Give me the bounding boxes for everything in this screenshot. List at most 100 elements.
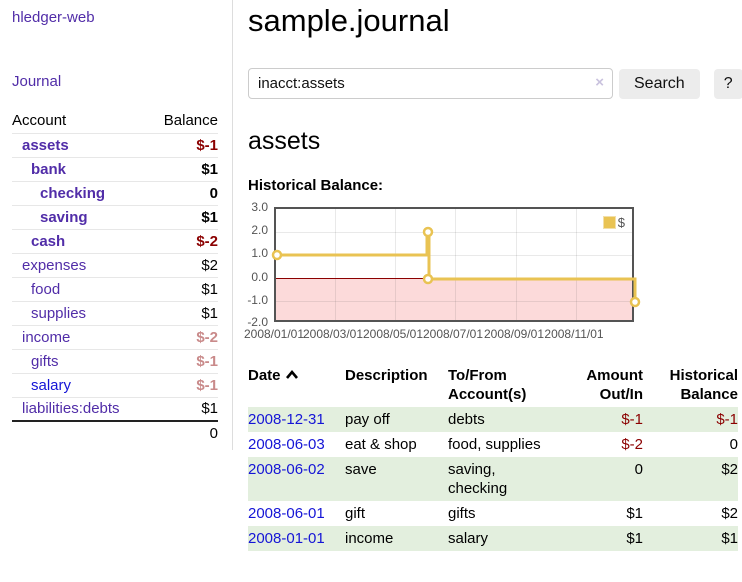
y-tick: 1.0 bbox=[251, 246, 268, 260]
txn-accounts: saving, checking bbox=[448, 461, 508, 497]
sidebar-item-expenses[interactable]: expenses bbox=[22, 256, 87, 274]
x-tick: 2008/05/01 bbox=[362, 327, 424, 341]
search-box: × bbox=[248, 68, 613, 99]
txn-amount: $-1 bbox=[621, 411, 643, 428]
table-row: 2008-06-02 save saving, checking 0 $2 bbox=[248, 457, 738, 501]
search-input[interactable] bbox=[248, 68, 613, 99]
accounts-total-row: 0 bbox=[12, 421, 218, 445]
gridline bbox=[516, 209, 517, 320]
table-row: income $-2 bbox=[12, 325, 218, 349]
gridline bbox=[395, 209, 396, 320]
sidebar-item-gifts[interactable]: gifts bbox=[31, 352, 59, 370]
x-tick: 2008/11/01 bbox=[544, 327, 604, 341]
sidebar-item-salary[interactable]: salary bbox=[31, 376, 72, 394]
txn-accounts: salary bbox=[448, 530, 489, 547]
x-tick: 2008/01/01 bbox=[243, 327, 305, 341]
data-point bbox=[422, 226, 434, 238]
account-balance: $1 bbox=[201, 280, 218, 298]
txn-description: gift bbox=[345, 505, 366, 522]
data-point bbox=[271, 249, 283, 261]
sidebar-item-liabilities-debts[interactable]: liabilities:debts bbox=[22, 400, 120, 418]
txn-balance: $2 bbox=[721, 461, 738, 478]
clear-search-icon[interactable]: × bbox=[595, 74, 604, 91]
txn-amount: $1 bbox=[626, 530, 643, 547]
sort-asc-icon bbox=[285, 367, 299, 386]
y-tick: -2.0 bbox=[247, 315, 268, 329]
table-row: bank $1 bbox=[12, 157, 218, 181]
x-tick: 2008/09/01 bbox=[483, 327, 545, 341]
search-bar: × Search ? bbox=[248, 68, 742, 99]
txn-header-accounts: To/From Account(s) bbox=[448, 367, 527, 403]
account-balance: $1 bbox=[201, 160, 218, 178]
gridline bbox=[455, 209, 456, 320]
txn-header-description: Description bbox=[345, 367, 428, 384]
txn-date-link[interactable]: 2008-06-02 bbox=[248, 461, 325, 478]
txn-date-link[interactable]: 2008-01-01 bbox=[248, 530, 325, 547]
data-point bbox=[422, 273, 434, 285]
account-balance: $-1 bbox=[196, 136, 218, 154]
plot-area: $ bbox=[271, 207, 641, 322]
account-balance: $-2 bbox=[196, 328, 218, 346]
table-row: 2008-06-01 gift gifts $1 $2 bbox=[248, 501, 738, 526]
x-tick: 2008/03/01 bbox=[302, 327, 364, 341]
y-tick: 0.0 bbox=[251, 270, 268, 284]
txn-date-link[interactable]: 2008-06-03 bbox=[248, 436, 325, 453]
account-balance: 0 bbox=[209, 184, 218, 202]
table-row: assets $-1 bbox=[12, 133, 218, 157]
accounts-table: Account Balance assets $-1 bank $1 check… bbox=[12, 109, 218, 445]
txn-date-link[interactable]: 2008-12-31 bbox=[248, 411, 325, 428]
table-row: expenses $2 bbox=[12, 253, 218, 277]
sidebar-item-bank[interactable]: bank bbox=[31, 160, 67, 178]
gridline bbox=[576, 209, 577, 320]
account-balance: $2 bbox=[201, 256, 218, 274]
app-title-link[interactable]: hledger-web bbox=[12, 9, 95, 26]
txn-balance: 0 bbox=[729, 436, 738, 453]
sidebar-item-supplies[interactable]: supplies bbox=[31, 304, 87, 322]
txn-header-date[interactable]: Date bbox=[248, 362, 345, 407]
txn-date-link[interactable]: 2008-06-01 bbox=[248, 505, 325, 522]
account-heading: assets bbox=[248, 127, 321, 155]
y-tick: 3.0 bbox=[251, 200, 268, 214]
account-balance: $-1 bbox=[196, 352, 218, 370]
accounts-total: 0 bbox=[209, 425, 218, 442]
sidebar: hledger-web Journal Account Balance asse… bbox=[0, 0, 233, 450]
txn-balance: $-1 bbox=[716, 411, 738, 428]
sidebar-item-checking[interactable]: checking bbox=[40, 184, 106, 202]
sidebar-item-assets[interactable]: assets bbox=[22, 136, 69, 154]
txn-balance: $1 bbox=[721, 530, 738, 547]
help-button[interactable]: ? bbox=[713, 68, 742, 99]
account-balance: $1 bbox=[201, 208, 218, 226]
table-row: saving $1 bbox=[12, 205, 218, 229]
y-tick: -1.0 bbox=[247, 293, 268, 307]
gridline bbox=[276, 232, 632, 233]
table-row: 2008-06-03 eat & shop food, supplies $-2… bbox=[248, 432, 738, 457]
sidebar-item-saving[interactable]: saving bbox=[40, 208, 88, 226]
account-balance: $1 bbox=[201, 304, 218, 322]
txn-amount: $1 bbox=[626, 505, 643, 522]
table-row: gifts $-1 bbox=[12, 349, 218, 373]
y-tick: 2.0 bbox=[251, 223, 268, 237]
data-point bbox=[629, 296, 641, 308]
txn-amount: 0 bbox=[634, 461, 643, 478]
txn-description: pay off bbox=[345, 411, 390, 428]
sidebar-item-journal[interactable]: Journal bbox=[12, 73, 62, 90]
chart-title: Historical Balance: bbox=[248, 177, 384, 194]
accounts-header-balance: Balance bbox=[163, 112, 218, 130]
table-row: supplies $1 bbox=[12, 301, 218, 325]
search-button[interactable]: Search bbox=[619, 68, 700, 99]
transactions-table: Date Description To/From Account(s) Amou… bbox=[248, 362, 738, 551]
account-balance: $1 bbox=[201, 400, 218, 418]
txn-accounts: food, supplies bbox=[448, 436, 541, 453]
txn-accounts: gifts bbox=[448, 505, 476, 522]
txn-amount: $-2 bbox=[621, 436, 643, 453]
chart-legend: $ bbox=[600, 214, 627, 231]
x-tick: 2008/07/01 bbox=[422, 327, 484, 341]
sidebar-item-cash[interactable]: cash bbox=[31, 232, 66, 250]
txn-header-amount: Amount Out/In bbox=[586, 367, 643, 403]
table-row: cash $-2 bbox=[12, 229, 218, 253]
sidebar-item-food[interactable]: food bbox=[31, 280, 61, 298]
balance-series bbox=[271, 226, 641, 308]
gridline bbox=[276, 301, 632, 302]
legend-swatch bbox=[602, 216, 616, 229]
sidebar-item-income[interactable]: income bbox=[22, 328, 71, 346]
